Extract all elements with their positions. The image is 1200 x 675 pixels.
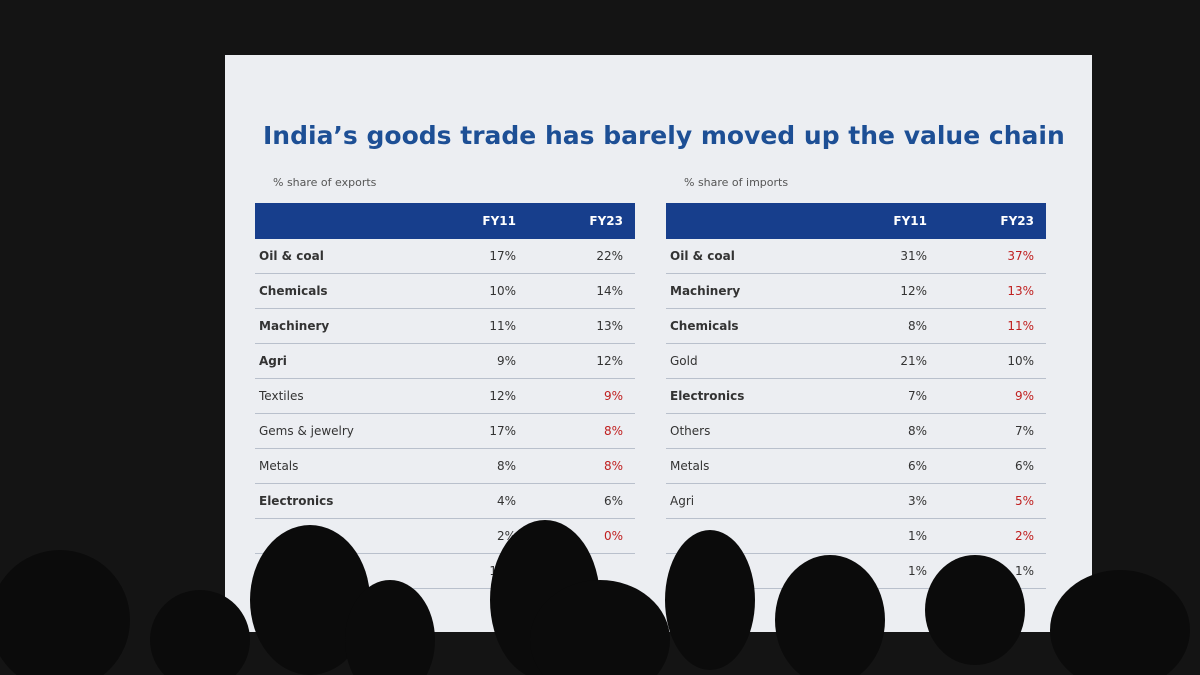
- column-header: FY23: [939, 203, 1046, 239]
- table-row: Gold 21% 10%: [666, 343, 1046, 379]
- cell-value: 5%: [939, 483, 1046, 519]
- row-label: Metals: [255, 448, 421, 484]
- cell-value: 10%: [421, 273, 528, 309]
- cell-value: 6%: [832, 448, 939, 484]
- cell-value: 3%: [832, 483, 939, 519]
- row-label: Machinery: [666, 273, 832, 309]
- cell-value: 8%: [832, 413, 939, 449]
- cell-value: 22%: [528, 239, 635, 274]
- row-label: Chemicals: [255, 273, 421, 309]
- table-row: Electronics 7% 9%: [666, 378, 1046, 414]
- cell-value: 14%: [528, 273, 635, 309]
- row-label: Oil & coal: [666, 239, 832, 274]
- table-row: Chemicals 10% 14%: [255, 273, 635, 309]
- header-row: FY11 FY23: [666, 203, 1046, 239]
- row-label: Agri: [255, 343, 421, 379]
- table-row: Textiles 12% 9%: [255, 378, 635, 414]
- row-label: Textiles: [255, 378, 421, 414]
- cell-value: 17%: [421, 239, 528, 274]
- row-label: Gold: [666, 343, 832, 379]
- table-row: Agri 3% 5%: [666, 483, 1046, 519]
- table-row: Machinery 11% 13%: [255, 308, 635, 344]
- cell-value: 17%: [421, 413, 528, 449]
- header-cell: [255, 203, 421, 239]
- table-row: Machinery 12% 13%: [666, 273, 1046, 309]
- data-table: FY11 FY23 Oil & coal 31% 37% Machinery 12% 13% C…: [666, 203, 1046, 589]
- cell-value: 9%: [528, 378, 635, 414]
- row-label: Metals: [666, 448, 832, 484]
- cell-value: 8%: [528, 413, 635, 449]
- cell-value: 2%: [939, 518, 1046, 554]
- cell-value: 37%: [939, 239, 1046, 274]
- cell-value: 7%: [939, 413, 1046, 449]
- cell-value: 11%: [939, 308, 1046, 344]
- cell-value: 12%: [421, 378, 528, 414]
- row-label: Machinery: [255, 308, 421, 344]
- cell-value: 13%: [528, 308, 635, 344]
- cell-value: 8%: [421, 448, 528, 484]
- cell-value: 12%: [832, 273, 939, 309]
- table-row: Gems & jewelry 17% 8%: [255, 413, 635, 449]
- header-cell: [666, 203, 832, 239]
- cell-value: 2%: [421, 518, 528, 554]
- column-header: FY23: [528, 203, 635, 239]
- row-label: Oil & coal: [255, 239, 421, 274]
- cell-value: 9%: [421, 343, 528, 379]
- cell-value: 12%: [528, 343, 635, 379]
- row-label: Gems & jewelry: [255, 413, 421, 449]
- slide-title: India’s goods trade has barely moved up …: [263, 121, 1065, 150]
- table-caption: % share of imports: [684, 176, 789, 189]
- table-row: Agri 9% 12%: [255, 343, 635, 379]
- row-label: Electronics: [255, 483, 421, 519]
- cell-value: 1%: [832, 518, 939, 554]
- row-label: Others: [666, 413, 832, 449]
- table-row: Metals 8% 8%: [255, 448, 635, 484]
- table-row: Electronics 4% 6%: [255, 483, 635, 519]
- table-row: Chemicals 8% 11%: [666, 308, 1046, 344]
- table-row: Others 8% 7%: [666, 413, 1046, 449]
- column-header: FY11: [421, 203, 528, 239]
- row-label: Chemicals: [666, 308, 832, 344]
- cell-value: 11%: [421, 308, 528, 344]
- slide: India’s goods trade has barely moved up …: [225, 55, 1092, 632]
- cell-value: 10%: [939, 343, 1046, 379]
- header-row: FY11 FY23: [255, 203, 635, 239]
- cell-value: 31%: [832, 239, 939, 274]
- table-row: Oil & coal 17% 22%: [255, 239, 635, 274]
- cell-value: 6%: [528, 483, 635, 519]
- cell-value: 4%: [421, 483, 528, 519]
- table-caption: % share of exports: [273, 176, 377, 189]
- cell-value: 6%: [939, 448, 1046, 484]
- table-row: Metals 6% 6%: [666, 448, 1046, 484]
- table-row: 1% 2%: [666, 518, 1046, 554]
- row-label: Agri: [666, 483, 832, 519]
- row-label: Electronics: [666, 378, 832, 414]
- cell-value: 21%: [832, 343, 939, 379]
- cell-value: 9%: [939, 378, 1046, 414]
- cell-value: 8%: [528, 448, 635, 484]
- cell-value: 13%: [939, 273, 1046, 309]
- cell-value: 8%: [832, 308, 939, 344]
- cell-value: 7%: [832, 378, 939, 414]
- table-row: Oil & coal 31% 37%: [666, 239, 1046, 274]
- column-header: FY11: [832, 203, 939, 239]
